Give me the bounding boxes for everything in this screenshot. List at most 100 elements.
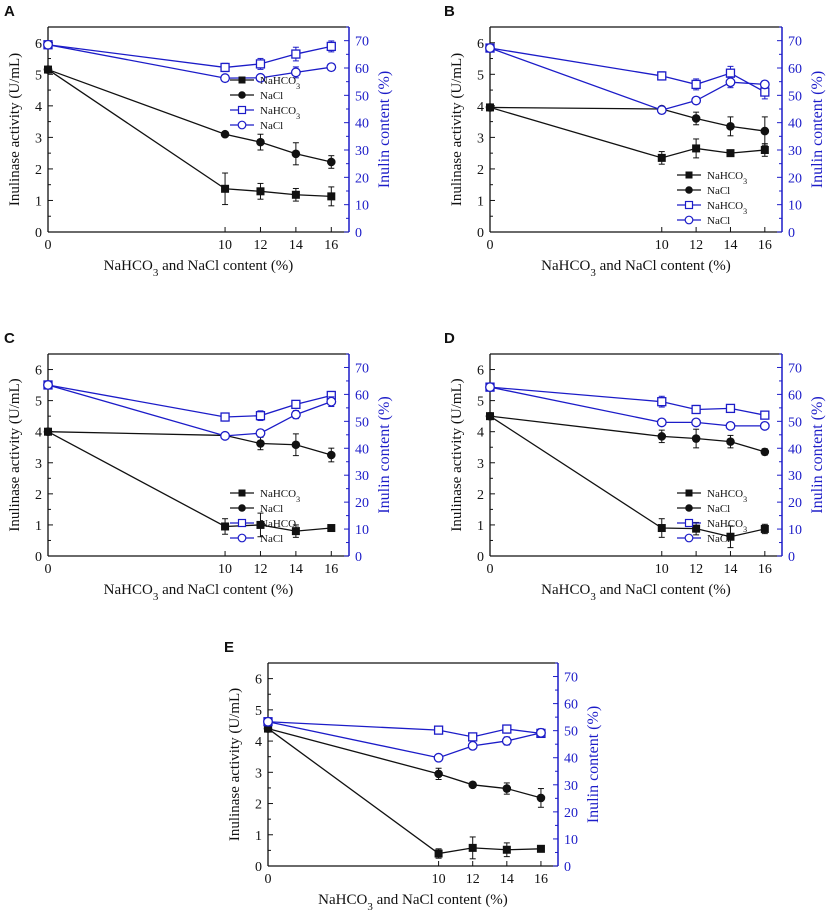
left-tick-label: 5 (35, 395, 42, 410)
legend-label: NaHCO3 (707, 518, 747, 534)
data-point (255, 411, 266, 421)
data-point (656, 417, 667, 428)
data-point (657, 397, 667, 407)
data-point (326, 157, 336, 167)
data-point (468, 780, 478, 790)
panel-letter: B (444, 3, 455, 20)
left-tick-label: 0 (477, 226, 484, 241)
right-tick-label: 20 (788, 496, 802, 511)
data-point (256, 137, 265, 147)
data-point (255, 428, 266, 439)
right-tick-label: 20 (355, 171, 369, 186)
left-tick-label: 1 (477, 519, 484, 534)
legend-marker (684, 200, 694, 210)
series-square-open (485, 43, 770, 100)
right-tick-label: 0 (788, 226, 795, 241)
right-tick-label: 60 (788, 388, 802, 403)
data-point (221, 522, 230, 531)
right-tick-label: 70 (788, 35, 802, 50)
panel-letter: E (224, 639, 234, 656)
x-tick-label: 12 (253, 562, 267, 577)
y-left-axis-label: Inulinase activity (U/mL) (449, 53, 465, 206)
legend-marker (238, 76, 246, 84)
left-tick-label: 0 (255, 860, 262, 875)
series-line (267, 728, 541, 855)
data-point (468, 732, 478, 742)
series-line (489, 106, 765, 159)
data-point (220, 73, 231, 84)
left-tick-label: 6 (477, 364, 484, 379)
right-tick-label: 10 (564, 833, 578, 848)
panel-letter: C (4, 330, 15, 347)
right-tick-label: 50 (355, 89, 369, 104)
data-point (502, 784, 512, 793)
right-tick-label: 20 (355, 496, 369, 511)
data-point (725, 403, 736, 414)
legend-marker (685, 504, 693, 512)
left-tick-label: 3 (477, 457, 484, 472)
data-point (326, 450, 336, 460)
left-tick-label: 0 (35, 550, 42, 565)
legend-marker (685, 489, 693, 497)
right-tick-label: 60 (788, 62, 802, 77)
series-circle-filled (485, 103, 770, 146)
data-point (657, 153, 666, 162)
data-point (291, 440, 301, 450)
left-tick-label: 2 (477, 163, 484, 178)
x-tick-label: 16 (758, 238, 772, 253)
data-point (759, 79, 770, 90)
legend-label: NaHCO3 (260, 105, 300, 121)
data-point (467, 740, 478, 751)
data-point (291, 190, 300, 199)
data-point (43, 65, 53, 74)
x-tick-label: 16 (324, 562, 338, 577)
data-point (434, 769, 443, 779)
left-tick-label: 4 (255, 735, 262, 750)
data-point (290, 409, 301, 420)
series-line (47, 44, 332, 69)
right-tick-label: 60 (355, 62, 369, 77)
series-line (489, 386, 765, 427)
y-right-axis-label: Inulin content (%) (585, 706, 602, 823)
x-tick-label: 0 (487, 238, 494, 253)
right-tick-label: 40 (355, 442, 369, 457)
series-circle-open (263, 716, 546, 763)
data-point (256, 520, 265, 529)
data-point (326, 41, 336, 52)
x-tick-label: 0 (45, 562, 52, 577)
x-tick-label: 12 (689, 562, 703, 577)
data-point (255, 72, 266, 83)
data-point (326, 396, 337, 407)
data-point (536, 844, 545, 853)
data-point (327, 192, 336, 201)
y-right-axis-label: Inulin content (%) (376, 71, 393, 188)
left-tick-label: 5 (255, 704, 262, 719)
data-point (256, 187, 265, 196)
data-point (657, 524, 666, 533)
legend-label: NaHCO3 (260, 488, 300, 504)
right-tick-label: 0 (788, 550, 795, 565)
data-point (725, 68, 736, 78)
y-right-axis-label: Inulin content (%) (809, 71, 826, 188)
x-tick-label: 10 (432, 872, 446, 887)
x-tick-label: 14 (723, 238, 737, 253)
x-tick-label: 14 (723, 562, 737, 577)
data-point (433, 725, 444, 735)
x-axis-label: NaHCO3 and NaCl content (%) (541, 258, 731, 279)
data-point (327, 524, 336, 533)
data-point (43, 39, 53, 50)
series-line (267, 727, 542, 799)
right-tick-label: 10 (355, 199, 369, 214)
left-tick-label: 2 (255, 798, 262, 813)
right-tick-label: 40 (355, 117, 369, 132)
left-tick-label: 0 (477, 550, 484, 565)
series-circle-open (485, 382, 770, 431)
data-point (725, 77, 736, 88)
legend-marker (238, 504, 246, 512)
data-point (326, 62, 337, 73)
left-tick-label: 4 (35, 426, 42, 441)
